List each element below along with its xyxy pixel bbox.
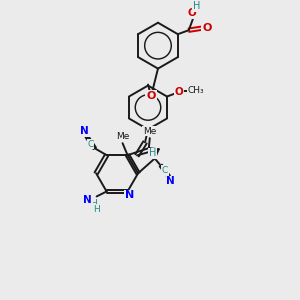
Text: H: H	[93, 205, 100, 214]
Text: Me: Me	[116, 132, 129, 141]
Text: CH₃: CH₃	[188, 86, 204, 95]
Text: O: O	[188, 8, 196, 18]
Text: N: N	[125, 190, 134, 200]
Text: C: C	[88, 140, 94, 149]
Text: H: H	[193, 1, 200, 11]
Text: N: N	[83, 195, 92, 206]
Text: Me: Me	[143, 127, 157, 136]
Text: C: C	[162, 166, 168, 175]
Text: O: O	[146, 91, 156, 100]
Text: N: N	[167, 176, 175, 186]
Text: O: O	[175, 86, 183, 97]
Text: O: O	[202, 23, 212, 33]
Text: H: H	[149, 148, 156, 158]
Text: N: N	[80, 126, 89, 136]
Text: H: H	[90, 199, 97, 208]
